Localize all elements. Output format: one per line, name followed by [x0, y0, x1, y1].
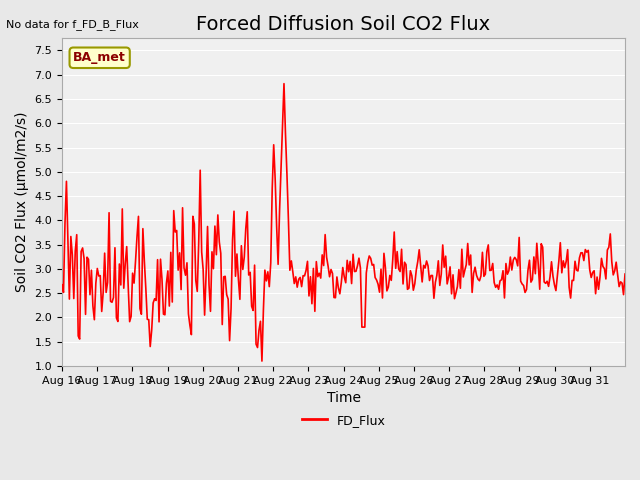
- Y-axis label: Soil CO2 Flux (μmol/m2/s): Soil CO2 Flux (μmol/m2/s): [15, 112, 29, 292]
- Title: Forced Diffusion Soil CO2 Flux: Forced Diffusion Soil CO2 Flux: [196, 15, 491, 34]
- Text: No data for f_FD_B_Flux: No data for f_FD_B_Flux: [6, 19, 140, 30]
- Legend: FD_Flux: FD_Flux: [296, 409, 390, 432]
- Text: BA_met: BA_met: [74, 51, 126, 64]
- X-axis label: Time: Time: [326, 391, 360, 405]
